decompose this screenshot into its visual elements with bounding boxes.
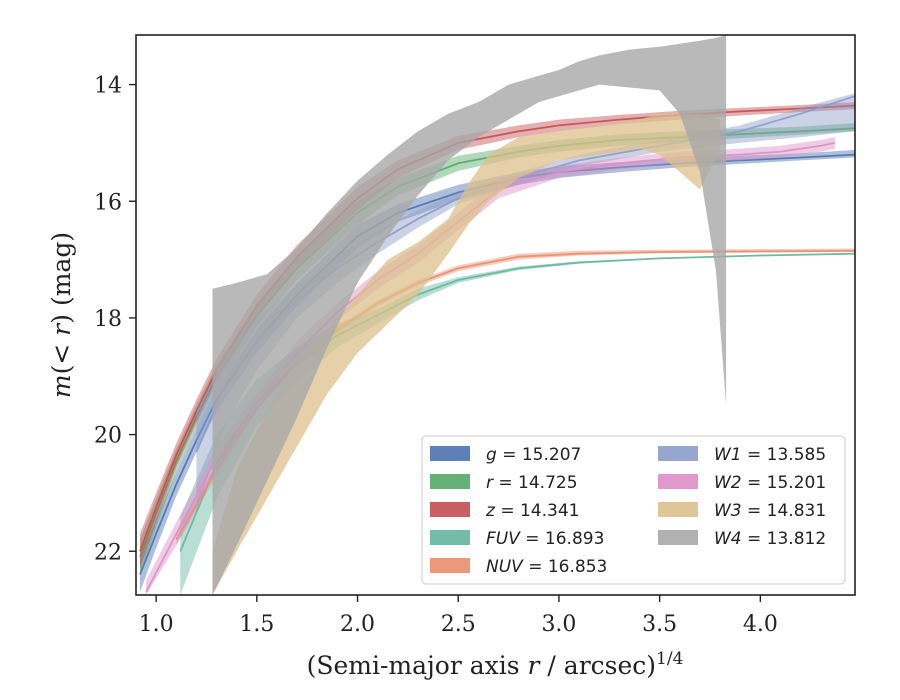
plot-frame: [135, 34, 856, 596]
legend-swatch-w3: [658, 502, 698, 517]
x-tick-label: 1.0: [139, 612, 174, 637]
legend-swatch-r: [430, 474, 470, 489]
x-axis-title-exponent: 1/4: [656, 649, 683, 669]
series-w4: [212, 35, 727, 595]
legend-label-nuv: NUV = 16.853: [486, 557, 607, 577]
y-tick-label: 22: [94, 540, 122, 565]
legend-label-w3: W3 = 14.831: [714, 501, 826, 521]
legend-label-w2: W2 = 15.201: [714, 473, 826, 493]
legend-swatch-fuv: [430, 530, 470, 545]
legend-swatch-z: [430, 502, 470, 517]
legend-label-w4: W4 = 13.812: [714, 529, 826, 549]
x-tick-label: 2.5: [441, 612, 476, 637]
y-axis-ticks: 14 16 18 20 22: [94, 74, 136, 565]
y-axis-title-end: ) (mag): [47, 232, 76, 324]
x-axis-ticks: 1.0 1.5 2.0 2.5 3.0 3.5 4.0: [139, 595, 778, 637]
y-axis-title: m(< r) (mag): [47, 232, 76, 398]
legend-swatch-g: [430, 446, 470, 461]
band-w4: [212, 35, 727, 595]
x-tick-label: 2.0: [340, 612, 375, 637]
legend-swatch-w4: [658, 530, 698, 545]
legend-swatch-nuv: [430, 558, 470, 573]
series-layer: [139, 35, 855, 595]
x-axis-title-main: (Semi-major axis: [307, 651, 528, 680]
x-tick-label: 3.0: [541, 612, 576, 637]
y-axis-title-m: m: [47, 374, 76, 398]
legend-label-r: r = 14.725: [486, 473, 578, 493]
legend-label-z: z = 14.341: [485, 501, 579, 521]
y-tick-label: 20: [94, 424, 122, 449]
x-axis-title-rest: / arcsec): [539, 651, 656, 680]
y-tick-label: 16: [94, 190, 122, 215]
legend: g = 15.207 r = 14.725 z = 14.341 FUV = 16.8…: [421, 435, 846, 585]
y-tick-label: 18: [94, 307, 122, 332]
x-axis-title: (Semi-major axis r / arcsec)1/4: [307, 649, 684, 680]
x-tick-label: 3.5: [642, 612, 677, 637]
legend-label-g: g = 15.207: [486, 445, 581, 465]
y-tick-label: 14: [94, 74, 122, 99]
y-axis-title-mid: (<: [47, 336, 76, 375]
y-axis-title-r: r: [47, 322, 76, 336]
x-tick-label: 1.5: [239, 612, 274, 637]
legend-swatch-w2: [658, 474, 698, 489]
x-axis-title-var: r: [528, 651, 542, 680]
legend-label-fuv: FUV = 16.893: [486, 529, 604, 549]
legend-label-w1: W1 = 13.585: [714, 445, 826, 465]
legend-swatch-w1: [658, 446, 698, 461]
x-tick-label: 4.0: [743, 612, 778, 637]
legend-frame: [421, 435, 846, 585]
